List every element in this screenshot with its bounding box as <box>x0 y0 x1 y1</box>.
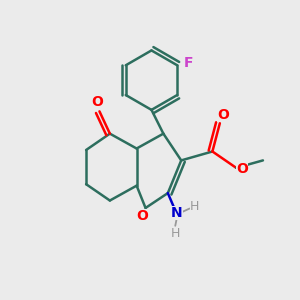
Text: F: F <box>184 56 193 70</box>
Text: O: O <box>91 95 103 110</box>
Text: O: O <box>136 209 148 223</box>
Text: H: H <box>171 227 180 240</box>
Text: O: O <box>217 108 229 122</box>
Text: N: N <box>171 206 183 220</box>
Text: H: H <box>190 200 199 213</box>
Text: O: O <box>236 162 248 176</box>
